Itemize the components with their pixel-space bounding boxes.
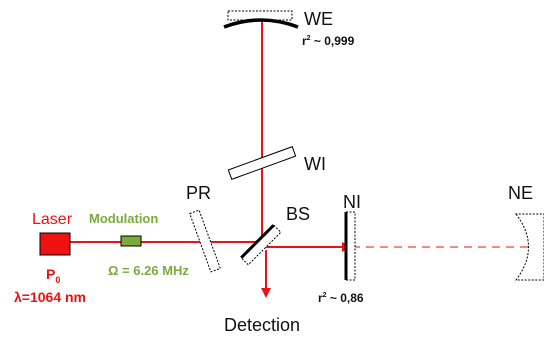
mirror-wi xyxy=(227,146,297,180)
label-ni: NI xyxy=(343,192,361,212)
label-bs: BS xyxy=(286,204,310,224)
label-frequency: Ω = 6.26 MHz xyxy=(108,263,189,278)
label-power: P0 xyxy=(46,266,60,285)
label-laser: Laser xyxy=(32,211,73,228)
label-modulation: Modulation xyxy=(89,211,158,226)
beam-detection-arrowhead xyxy=(261,288,271,298)
label-wi: WI xyxy=(304,154,326,174)
mirror-we-coating xyxy=(223,18,299,29)
label-r2-we: r2 ~ 0,999 xyxy=(302,34,355,48)
beam-splitter xyxy=(240,224,282,266)
label-we: WE xyxy=(304,9,333,29)
label-detection: Detection xyxy=(224,315,300,335)
mirror-ne xyxy=(514,213,544,281)
label-r2-ni: r2 ~ 0,86 xyxy=(318,291,364,305)
modulator xyxy=(120,235,142,247)
label-wavelength: λ=1064 nm xyxy=(14,289,86,305)
label-pr: PR xyxy=(186,183,211,203)
laser-source xyxy=(39,232,71,256)
label-ne: NE xyxy=(508,183,533,203)
mirror-pr xyxy=(189,209,221,273)
